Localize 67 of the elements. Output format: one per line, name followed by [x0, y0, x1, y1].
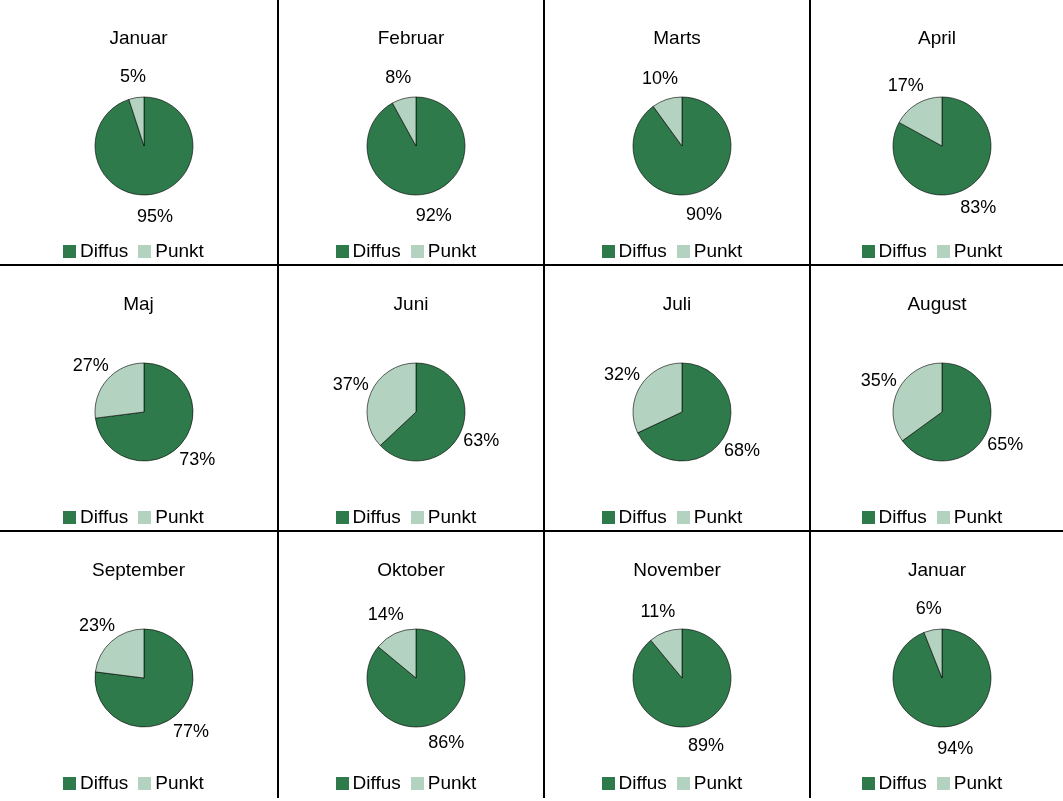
data-label: 90%: [685, 203, 722, 224]
legend-label: Punkt: [693, 506, 743, 527]
legend-label: Punkt: [155, 240, 204, 261]
chart-title: Februar: [376, 26, 446, 50]
chart-title: Januar: [108, 26, 169, 50]
legend-label: Diffus: [878, 506, 927, 527]
data-label: 17%: [887, 74, 924, 95]
legend-label: Diffus: [352, 240, 401, 261]
chart-title: November: [632, 558, 722, 582]
legend-label: Punkt: [427, 772, 477, 793]
data-label: 11%: [640, 601, 676, 622]
data-label: 73%: [178, 448, 215, 469]
legend-label: Punkt: [155, 506, 204, 527]
chart-title: Januar: [906, 558, 968, 582]
pie-slice: [94, 96, 193, 196]
data-label: 63%: [463, 430, 500, 451]
data-label: 68%: [723, 440, 760, 461]
data-label: 94%: [937, 737, 974, 758]
pie-slice: [366, 96, 466, 196]
legend-label: Punkt: [693, 772, 743, 793]
data-label: 95%: [136, 206, 173, 227]
legend-label: Punkt: [953, 506, 1003, 527]
legend-label: Diffus: [352, 772, 401, 793]
chart-title: August: [906, 292, 968, 316]
data-label: 35%: [860, 369, 897, 390]
legend-label: Punkt: [427, 506, 477, 527]
legend-label: Punkt: [155, 772, 204, 793]
legend-label: Diffus: [878, 240, 927, 261]
data-label: 6%: [915, 598, 942, 619]
chart-title: Maj: [122, 292, 155, 316]
data-label: 23%: [78, 614, 115, 635]
data-label: 5%: [119, 65, 146, 86]
data-label: 32%: [604, 363, 641, 384]
data-label: 37%: [332, 373, 369, 394]
legend-label: Diffus: [618, 772, 667, 793]
data-label: 86%: [428, 732, 465, 753]
chart-title: September: [91, 558, 186, 582]
legend-label: Diffus: [878, 772, 927, 793]
legend-label: Diffus: [80, 506, 129, 527]
chart-title: Marts: [652, 26, 702, 50]
chart-title: Juni: [392, 292, 430, 316]
data-label: 8%: [385, 67, 412, 88]
legend-label: Diffus: [352, 506, 401, 527]
legend-label: Diffus: [80, 240, 129, 261]
legend-label: Diffus: [618, 506, 667, 527]
data-label: 83%: [960, 197, 997, 218]
data-label: 10%: [642, 68, 679, 89]
chart-title: April: [917, 26, 957, 50]
data-label: 77%: [172, 721, 209, 742]
data-label: 65%: [987, 434, 1024, 455]
chart-title: Oktober: [376, 558, 446, 582]
legend-label: Punkt: [953, 240, 1003, 261]
pie-slice: [632, 96, 732, 196]
legend-label: Punkt: [953, 772, 1003, 793]
data-label: 14%: [367, 603, 404, 624]
data-label: 92%: [415, 204, 452, 225]
chart-title: Juli: [661, 292, 693, 316]
legend-label: Diffus: [618, 240, 667, 261]
pie-slice: [366, 628, 466, 728]
pie-slice: [892, 96, 992, 196]
data-label: 89%: [688, 734, 725, 755]
data-label: 27%: [72, 355, 109, 376]
legend-label: Punkt: [693, 240, 743, 261]
legend-label: Punkt: [427, 240, 477, 261]
legend-label: Diffus: [80, 772, 129, 793]
pie-slice: [632, 628, 732, 728]
pie-slice: [892, 628, 992, 728]
